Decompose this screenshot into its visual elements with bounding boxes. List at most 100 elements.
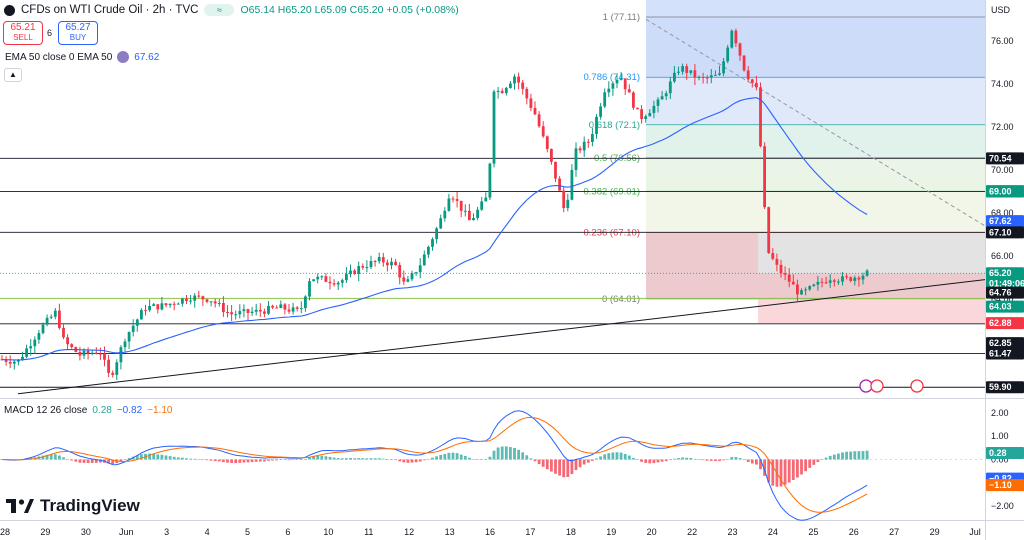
candle-body [763, 146, 766, 208]
candle-body [418, 265, 422, 273]
candle-body [70, 344, 74, 348]
economic-event-icon[interactable] [870, 379, 884, 393]
candle-body [837, 281, 840, 283]
macd-axis-tick: −2.00 [991, 501, 1014, 511]
tradingview-logo[interactable]: TradingView [6, 496, 140, 516]
candle-body [496, 90, 500, 92]
ema-label: EMA 50 close 0 EMA 50 [5, 51, 113, 63]
macd-hist-bar [623, 454, 627, 460]
macd-hist-bar [640, 459, 643, 462]
candle-body [357, 266, 361, 274]
candle-body [238, 311, 242, 315]
downtrend-line [645, 18, 986, 227]
candle-body [369, 261, 373, 268]
macd-hist-bar [582, 459, 586, 465]
macd-hist-bar [402, 459, 406, 463]
macd-hist-bar [62, 457, 65, 460]
candle-body [17, 359, 20, 362]
candle-body [800, 290, 803, 295]
symbol-title[interactable]: CFDs on WTI Crude Oil · 2h · TVC [21, 4, 199, 16]
economic-event-icon[interactable] [859, 379, 873, 393]
macd-hist-bar [697, 459, 701, 460]
price-tag: 64.03 [989, 302, 1012, 312]
price-tag: 01:49:06 [989, 279, 1024, 289]
macd-tag: 0.28 [989, 448, 1007, 458]
macd-hist-bar [574, 459, 578, 471]
buy-button[interactable]: 65.27 BUY [58, 21, 98, 45]
candle-body [775, 258, 779, 265]
fib-level-label: 0 (64.01) [602, 294, 640, 305]
macd-hist-bar [541, 459, 545, 467]
candle-body [738, 43, 742, 56]
macd-axis-tick: 0.00 [991, 455, 1009, 465]
macd-hist-bar [312, 456, 315, 460]
macd-hist-bar [291, 459, 295, 461]
macd-hist-bar [709, 459, 713, 461]
macd-hist-bar [763, 459, 766, 476]
ema-legend[interactable]: EMA 50 close 0 EMA 50 67.62 [5, 51, 159, 63]
time-axis-tick: 22 [687, 527, 697, 537]
candle-body [287, 309, 291, 312]
candle-body [537, 114, 541, 127]
candle-body [340, 280, 344, 283]
macd-hist-bar [357, 458, 361, 460]
macd-hist-bar [578, 459, 582, 468]
time-axis-tick: 26 [849, 527, 859, 537]
macd-legend[interactable]: MACD 12 26 close 0.28 −0.82 −1.10 [4, 405, 172, 416]
macd-hist-bar [734, 457, 738, 460]
economic-event-icon[interactable] [910, 379, 924, 393]
candle-body [390, 261, 393, 266]
macd-hist-bar [443, 453, 447, 460]
macd-hist-bar [853, 451, 857, 460]
candle-body [582, 141, 586, 151]
candle-body [217, 302, 221, 304]
candle-body [812, 284, 816, 287]
price-tag: 62.85 [989, 338, 1012, 348]
candle-body [226, 311, 229, 313]
macd-hist-bar [603, 454, 607, 460]
candle-body [668, 81, 672, 94]
macd-hist-bar [517, 449, 520, 460]
macd-hist-bar [800, 459, 803, 475]
macd-hist-bar [468, 457, 471, 460]
price-tag: 64.76 [989, 288, 1012, 298]
candle-body [623, 78, 627, 90]
macd-hist-bar [176, 457, 180, 460]
price-tag-bg [986, 267, 1024, 280]
macd-hist-bar [308, 457, 311, 460]
macd-hist-bar [172, 456, 176, 460]
indicator-settings-icon[interactable] [117, 51, 130, 63]
macd-hist-bar [213, 459, 217, 462]
candle-body [275, 307, 279, 309]
collapse-legend-icon[interactable]: ▲ [4, 68, 22, 82]
trendline [17, 279, 986, 395]
candle-body [144, 310, 147, 312]
price-tag: 59.90 [989, 382, 1012, 392]
sell-button[interactable]: 65.21 SELL [3, 21, 43, 45]
macd-hist-bar [361, 458, 365, 460]
candle-body [316, 276, 320, 280]
macd-hist-bar [726, 458, 730, 460]
candle-body [103, 353, 106, 360]
macd-hist-bar [545, 459, 549, 470]
candle-body [119, 347, 123, 363]
time-axis-tick: 5 [245, 527, 250, 537]
macd-hist-bar [123, 459, 127, 460]
candle-body [254, 309, 258, 312]
macd-hist-bar [804, 459, 807, 472]
chart-header: CFDs on WTI Crude Oil · 2h · TVC ≈ O65.1… [4, 2, 459, 18]
candle-body [599, 106, 602, 117]
candle-body [755, 82, 758, 88]
candle-body [33, 339, 37, 347]
candle-body [832, 280, 836, 282]
market-status-badge[interactable]: ≈ [204, 4, 235, 16]
macd-hist-bar [644, 459, 648, 463]
candle-body [578, 148, 582, 151]
macd-hist-bar [94, 459, 98, 463]
candle-body [685, 66, 689, 73]
time-axis-tick: 19 [606, 527, 616, 537]
candle-body [381, 257, 385, 263]
macd-hist-bar [787, 459, 791, 483]
ema-50-line [1, 97, 868, 361]
